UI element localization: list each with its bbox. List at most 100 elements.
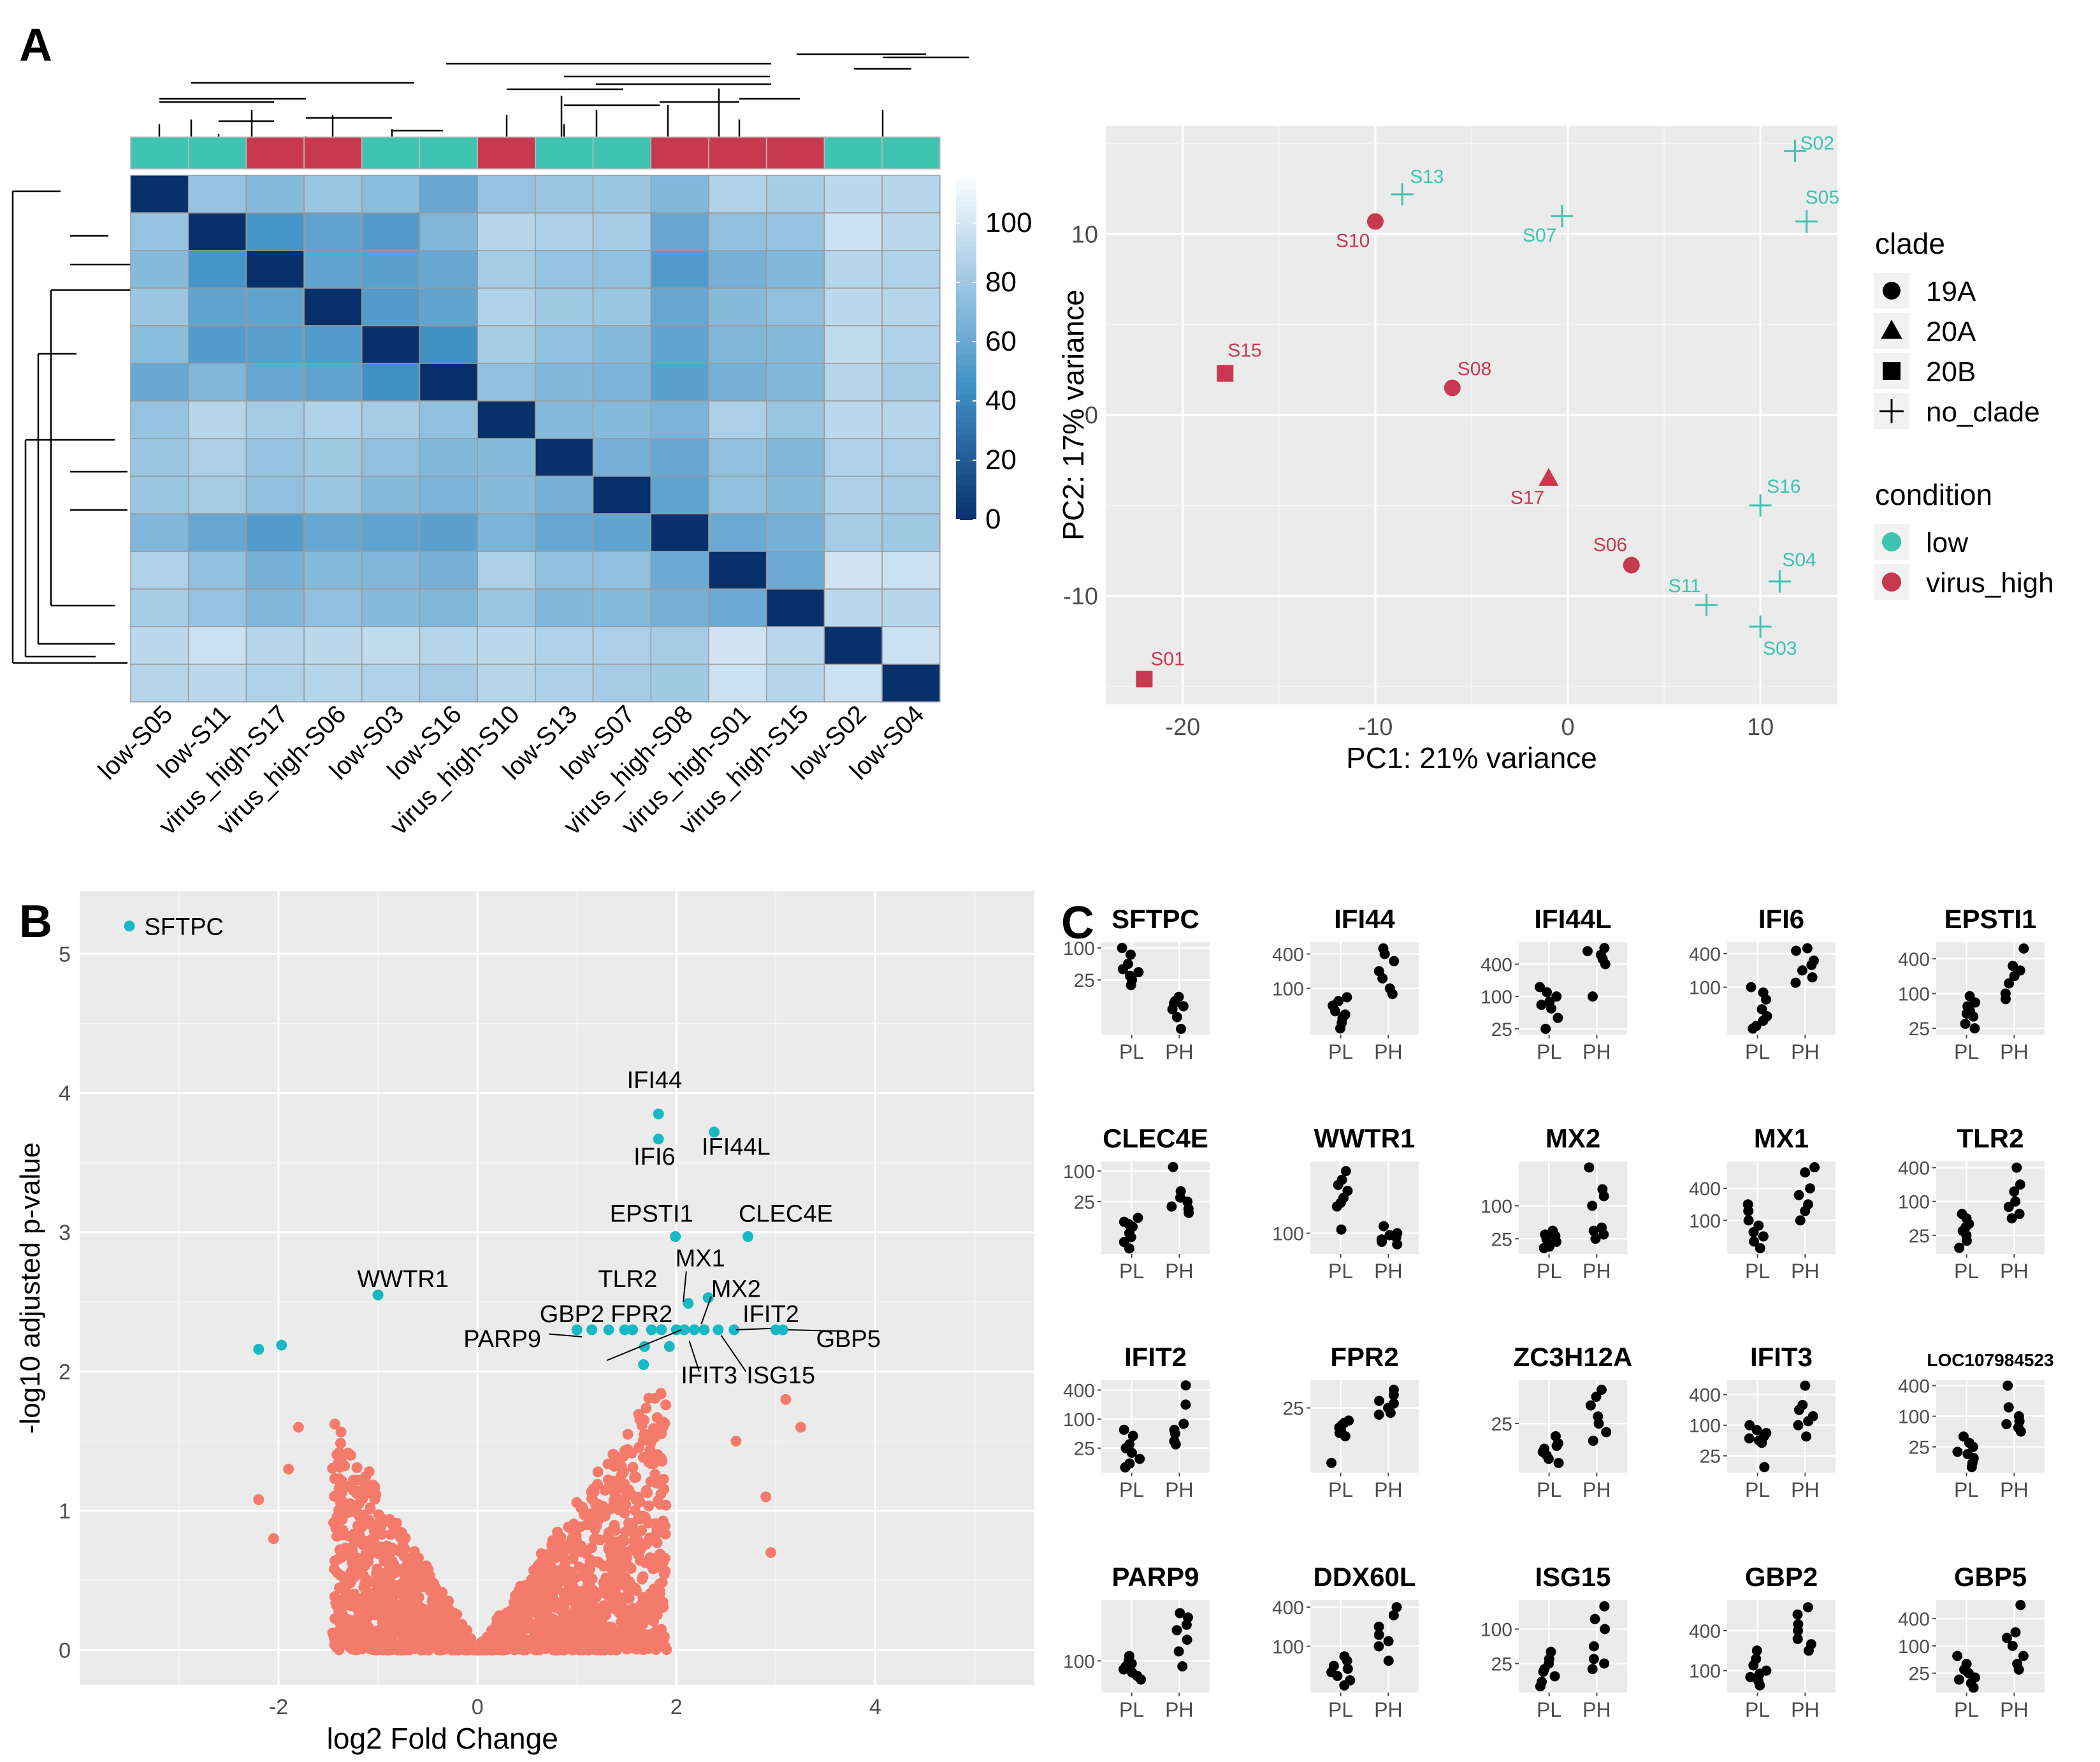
gene-y-tick-label: 400 bbox=[1689, 1179, 1721, 1200]
gene-x-tick-label: PL bbox=[1328, 1478, 1353, 1501]
volcano-nonsignificant-point bbox=[599, 1485, 611, 1496]
volcano-nonsignificant-point bbox=[358, 1612, 370, 1624]
gene-y-tick-label: 25 bbox=[1283, 1399, 1304, 1420]
colorbar-segment bbox=[956, 178, 976, 185]
gene-sample-point bbox=[1748, 1660, 1759, 1671]
heatmap-cell bbox=[881, 288, 941, 326]
gene-sample-point bbox=[1538, 1666, 1549, 1677]
volcano-x-axis-label: log2 Fold Change bbox=[327, 1722, 558, 1755]
volcano-nonsignificant-point bbox=[382, 1625, 393, 1636]
heatmap-cell bbox=[187, 250, 247, 289]
annotation-cell bbox=[650, 136, 709, 170]
colorbar-segment bbox=[956, 508, 976, 515]
pca-point bbox=[1539, 468, 1559, 486]
volcano-nonsignificant-point bbox=[547, 1613, 558, 1624]
volcano-nonsignificant-point bbox=[622, 1429, 634, 1440]
volcano-nonsignificant-point bbox=[621, 1525, 632, 1537]
heatmap-cell bbox=[535, 325, 594, 364]
volcano-label-leader bbox=[787, 1329, 846, 1332]
gene-x-tick-label: PL bbox=[1745, 1260, 1770, 1283]
heatmap-cell bbox=[419, 250, 478, 289]
volcano-nonsignificant-point bbox=[511, 1598, 522, 1610]
gene-strip-clec4e: CLEC4E 100 25 PL PH bbox=[1063, 1123, 1210, 1283]
heatmap-cell bbox=[535, 400, 594, 439]
volcano-nonsignificant-point bbox=[582, 1580, 593, 1591]
volcano-nonsignificant-point bbox=[553, 1564, 565, 1576]
annotation-cell bbox=[592, 136, 652, 170]
heatmap-cell bbox=[535, 664, 594, 703]
volcano-gene-label: MX2 bbox=[711, 1276, 761, 1303]
gene-sample-point bbox=[1126, 980, 1136, 991]
volcano-nonsignificant-point bbox=[351, 1462, 363, 1473]
colorbar-segment bbox=[956, 502, 976, 509]
volcano-x-tick-label: 0 bbox=[472, 1695, 484, 1719]
gene-strip-epsti1: EPSTI1 400 100 25 PL PH bbox=[1898, 904, 2045, 1063]
heatmap-cell bbox=[823, 363, 883, 402]
heatmap-cell bbox=[419, 551, 478, 590]
gene-strip-loc107984523: LOC107984523 400 100 25 PL PH bbox=[1898, 1350, 2054, 1501]
gene-y-tick-label: 100 bbox=[1272, 1637, 1304, 1658]
gene-sample-point bbox=[1388, 1390, 1399, 1401]
colorbar-segment bbox=[956, 252, 976, 259]
pca-point bbox=[1749, 615, 1772, 638]
colorbar-segment bbox=[956, 394, 976, 401]
volcano-nonsignificant-point bbox=[422, 1622, 433, 1634]
gene-sample-point bbox=[1803, 1416, 1814, 1427]
gene-strip-ifit3: IFIT3 400 100 25 PL PH bbox=[1689, 1342, 1836, 1501]
volcano-nonsignificant-point bbox=[335, 1544, 347, 1555]
volcano-nonsignificant-point bbox=[544, 1555, 556, 1566]
heatmap-cell bbox=[650, 212, 709, 251]
heatmap-cell bbox=[477, 513, 536, 552]
volcano-significant-point bbox=[638, 1359, 649, 1371]
heatmap-cell bbox=[650, 250, 709, 289]
heatmap-cell bbox=[130, 438, 189, 477]
volcano-nonsignificant-point bbox=[382, 1639, 393, 1650]
heatmap-cell bbox=[187, 513, 247, 552]
volcano-nonsignificant-point bbox=[426, 1632, 438, 1643]
heatmap-cell bbox=[361, 400, 421, 439]
pca-point bbox=[1695, 593, 1718, 616]
heatmap-cell bbox=[708, 626, 767, 665]
volcano-nonsignificant-point bbox=[623, 1561, 635, 1573]
heatmap-cell bbox=[419, 626, 478, 665]
volcano-nonsignificant-point bbox=[654, 1548, 665, 1560]
volcano-nonsignificant-point bbox=[649, 1474, 661, 1486]
heatmap-cell bbox=[303, 664, 363, 703]
colorbar-segment bbox=[956, 462, 976, 469]
colorbar-segment bbox=[956, 491, 976, 498]
heatmap-cell bbox=[708, 175, 767, 214]
volcano-nonsignificant-point bbox=[530, 1626, 541, 1638]
heatmap-cell bbox=[303, 588, 363, 627]
volcano-label-leader bbox=[700, 1296, 712, 1325]
volcano-nonsignificant-point bbox=[657, 1596, 669, 1608]
volcano-nonsignificant-point bbox=[649, 1432, 660, 1443]
volcano-nonsignificant-point bbox=[547, 1590, 558, 1601]
volcano-nonsignificant-point bbox=[628, 1615, 639, 1626]
gene-sample-point bbox=[1805, 1183, 1816, 1194]
heatmap-cell bbox=[592, 288, 652, 326]
gene-x-tick-label: PH bbox=[1374, 1478, 1402, 1501]
volcano-nonsignificant-point bbox=[330, 1597, 342, 1608]
gene-sample-point bbox=[1126, 1448, 1137, 1459]
heatmap-cell bbox=[303, 288, 363, 326]
heatmap-cell bbox=[881, 325, 941, 364]
volcano-nonsignificant-point bbox=[657, 1557, 669, 1568]
legend-clade-key bbox=[1879, 399, 1904, 423]
colorbar-segment bbox=[956, 468, 976, 475]
heatmap-cell bbox=[130, 288, 189, 326]
heatmap-cell bbox=[765, 626, 825, 665]
heatmap-cell bbox=[650, 363, 709, 402]
heatmap-cell bbox=[477, 438, 536, 477]
heatmap-cell bbox=[592, 626, 652, 665]
volcano-nonsignificant-point bbox=[550, 1602, 561, 1613]
volcano-significant-point bbox=[679, 1324, 690, 1336]
gene-strip-mx2: MX2 100 25 PL PH bbox=[1481, 1123, 1627, 1283]
volcano-nonsignificant-point bbox=[396, 1566, 408, 1577]
colorbar-segment bbox=[956, 247, 976, 253]
gene-sample-point bbox=[1792, 1633, 1803, 1644]
heatmap-cell bbox=[361, 551, 421, 590]
heatmap-cell bbox=[535, 438, 594, 477]
gene-y-tick-label: 400 bbox=[1898, 949, 1930, 970]
heatmap-cell bbox=[765, 363, 825, 402]
gene-x-tick-label: PL bbox=[1954, 1478, 1979, 1501]
